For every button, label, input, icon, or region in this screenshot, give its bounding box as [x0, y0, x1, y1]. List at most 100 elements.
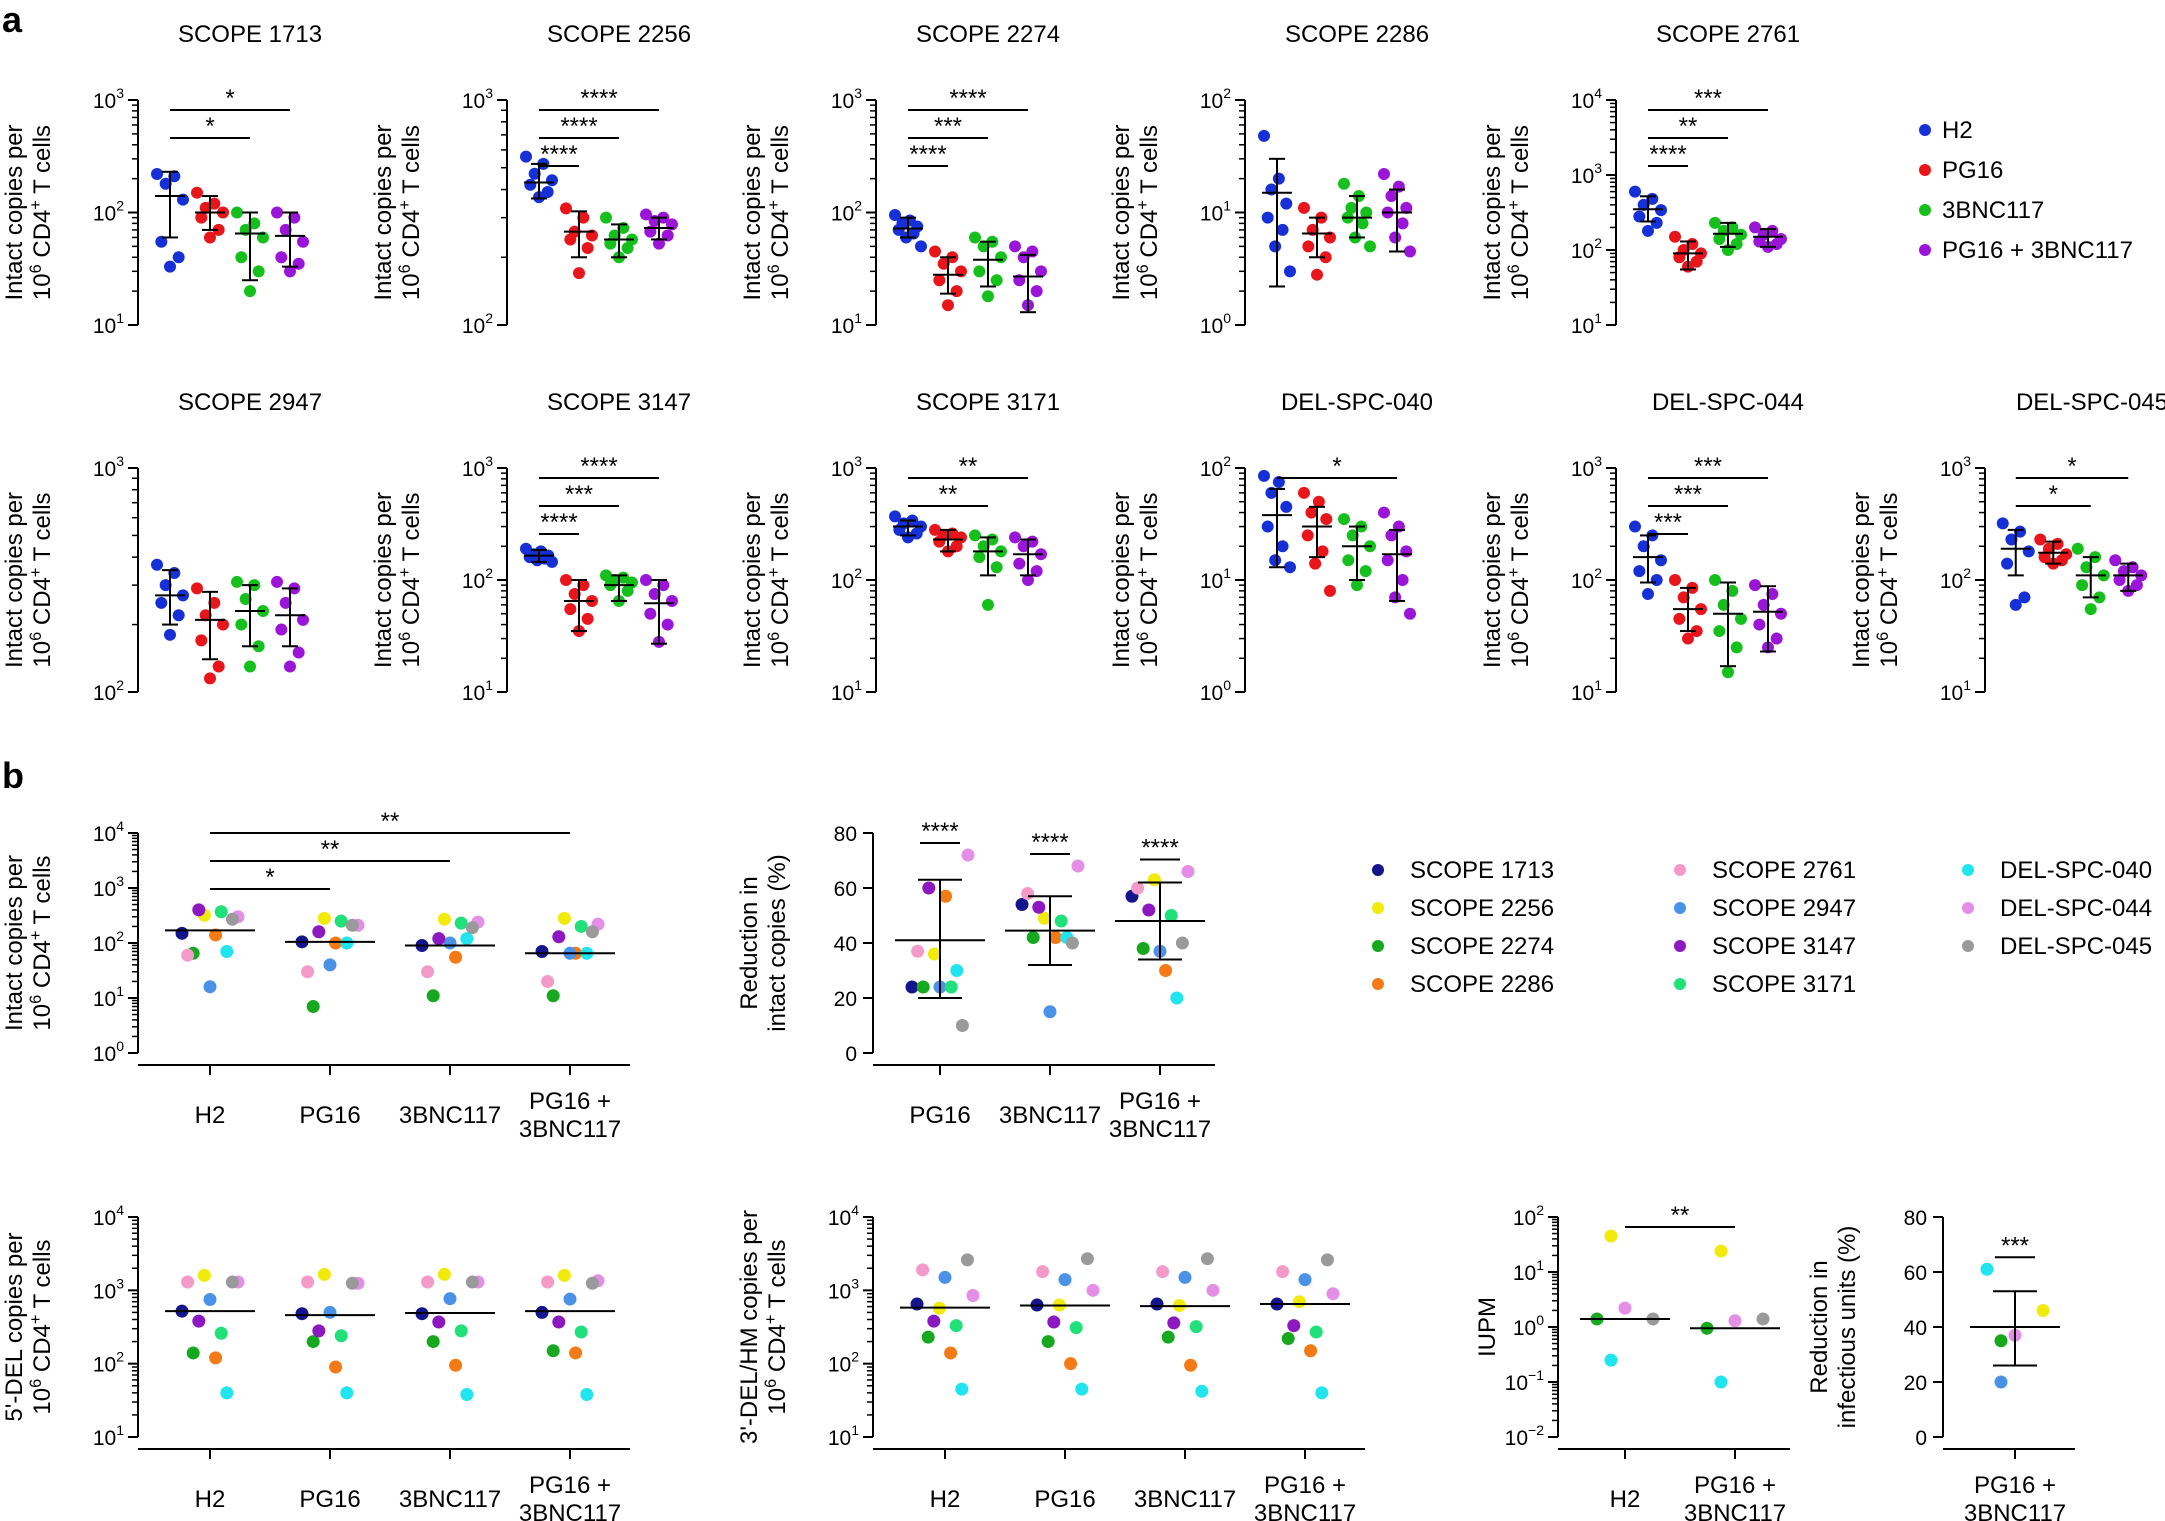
data-point: [155, 235, 168, 248]
y-tick-label: 100: [1200, 677, 1231, 705]
data-point: [426, 989, 440, 1003]
y-tick-label: 0: [1915, 1427, 1927, 1450]
legend-label: DEL-SPC-040: [2000, 857, 2152, 884]
data-point: [421, 965, 435, 979]
legend-marker: [1919, 124, 1931, 136]
series-h2: [889, 209, 927, 253]
x-tick-label: 3BNC117: [1109, 1116, 1211, 1143]
data-point: [323, 1305, 337, 1319]
series-h2: [520, 542, 558, 568]
legend-marker: [1919, 204, 1931, 216]
y-axis-label: 106 CD4+ T cells: [765, 492, 794, 667]
series-pg16: [560, 574, 598, 638]
data-point: [1280, 197, 1293, 210]
y-axis-label: Intact copies per: [1108, 492, 1135, 668]
legend-label: DEL-SPC-045: [2000, 933, 2152, 960]
legend-marker: [1674, 978, 1686, 990]
significance-group: *********: [1648, 453, 1768, 536]
y-tick-label: 60: [834, 878, 857, 901]
significance-group: ***********: [908, 85, 1028, 168]
y-tick-label: 0: [845, 1043, 857, 1066]
data-point: [977, 240, 990, 253]
data-point: [1159, 964, 1173, 977]
chart-title: DEL-SPC-044: [1652, 389, 1804, 416]
data-point: [889, 510, 901, 523]
data-point: [661, 618, 674, 631]
significance-group: **: [2015, 453, 2129, 508]
y-tick-label: 101: [1200, 565, 1231, 593]
data-point: [640, 574, 652, 586]
y-tick-label: 101: [93, 983, 124, 1011]
chart-b6: 0 20 40 60 80 Reduction in infectious units (%…: [1806, 1207, 2075, 1521]
significance-label: *: [2067, 453, 2076, 480]
chart-title: SCOPE 3171: [916, 389, 1060, 416]
y-axis-label: 106 CD4+ T cells: [27, 125, 56, 300]
data-point: [546, 174, 558, 187]
data-point: [437, 1267, 451, 1281]
y-tick-label: 103: [1571, 453, 1602, 481]
series-3bnc117: [1709, 574, 1747, 679]
legend-label: SCOPE 2761: [1712, 857, 1856, 884]
data-point: [915, 240, 927, 253]
data-point: [1385, 529, 1398, 542]
data-point: [950, 285, 963, 298]
data-point: [1049, 931, 1063, 944]
x-tick-label: 3BNC117: [519, 1116, 621, 1143]
data-point: [560, 574, 572, 586]
data-point: [1086, 1283, 1100, 1297]
significance-group: *: [1277, 453, 1397, 480]
data-point: [1030, 565, 1043, 578]
data-point: [2076, 579, 2089, 592]
data-point: [1669, 574, 1681, 586]
y-axis-label: Intact copies per: [739, 492, 766, 668]
chart-title: SCOPE 2761: [1656, 21, 1800, 48]
series-3bnc117: [969, 231, 1007, 303]
data-point: [524, 178, 537, 191]
legend-marker: [1919, 244, 1931, 256]
series-pg16: [191, 582, 229, 685]
chart-b2: 0 20 40 60 80 Reduction in intact copies (%) PG…: [736, 818, 1215, 1143]
series-3bnc117: [1005, 859, 1095, 1019]
series-h2: [1996, 517, 2035, 611]
data-point: [1026, 931, 1040, 944]
chart-a5: SCOPE 2761 101 102 103 104 Intact copies per 1…: [1479, 21, 1800, 338]
data-point: [186, 1346, 200, 1360]
data-point: [1142, 903, 1156, 917]
data-point: [1728, 1314, 1742, 1328]
y-tick-label: 20: [1904, 1372, 1927, 1395]
series-3bnc117: [1140, 1252, 1230, 1398]
data-point: [564, 233, 577, 246]
data-point: [1757, 598, 1770, 611]
data-point: [1381, 554, 1394, 567]
data-point: [151, 558, 163, 571]
data-point: [1770, 632, 1783, 645]
data-point: [275, 623, 288, 636]
y-tick-label: 101: [831, 310, 862, 338]
data-point: [164, 628, 176, 641]
series-3bnc117: [1338, 513, 1376, 592]
significance-group: ****: [908, 453, 1028, 508]
legend-marker: [1372, 864, 1384, 876]
x-tick-label: H2: [1610, 1486, 1641, 1513]
legend-label: SCOPE 1713: [1410, 857, 1554, 884]
data-point: [1714, 1375, 1728, 1389]
data-point: [214, 905, 228, 919]
data-point: [2117, 565, 2130, 578]
significance-label: ****: [1031, 829, 1068, 856]
data-point: [252, 265, 265, 278]
data-point: [1378, 506, 1390, 519]
data-point: [2071, 542, 2084, 555]
data-point: [437, 912, 451, 926]
data-point: [443, 1292, 457, 1306]
data-point: [1032, 900, 1046, 914]
data-point: [1170, 991, 1184, 1005]
data-point: [552, 1315, 566, 1329]
x-tick-label: PG16: [299, 1486, 360, 1513]
data-point: [191, 186, 203, 199]
series-pg16-3bnc117: [1378, 506, 1416, 620]
x-tick-label: H2: [930, 1486, 961, 1513]
data-point: [432, 932, 446, 946]
data-point: [1320, 1253, 1334, 1267]
data-point: [580, 1387, 594, 1401]
data-point: [911, 944, 925, 958]
